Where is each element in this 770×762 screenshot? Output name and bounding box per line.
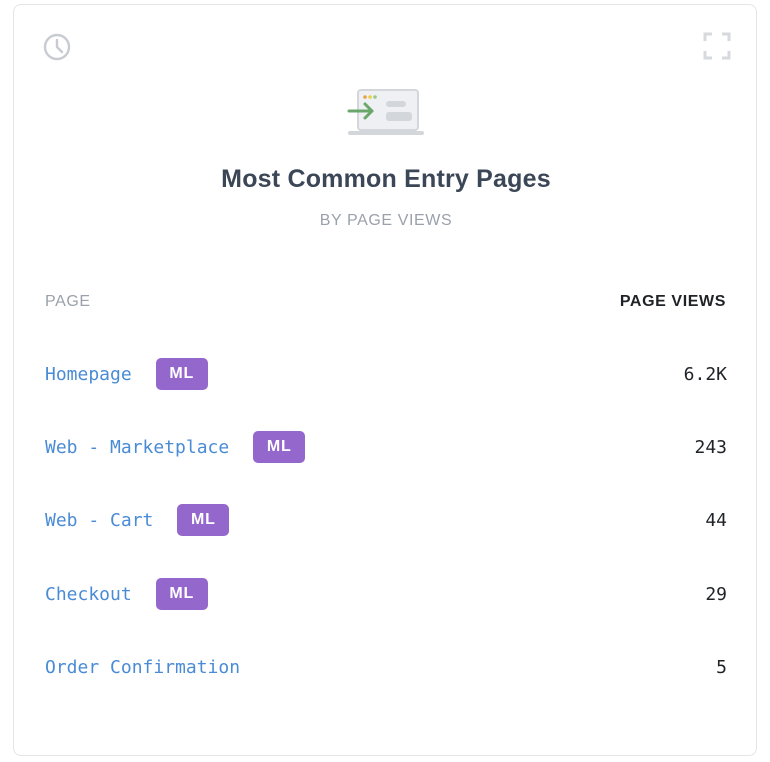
entry-pages-card: Most Common Entry Pages BY PAGE VIEWS PA… [13,4,757,756]
expand-button[interactable] [703,32,731,60]
column-header-page-views[interactable]: PAGE VIEWS [619,293,726,310]
table-row: Web - Cart ML 44 [45,503,727,537]
page-link-order-confirmation[interactable]: Order Confirmation [45,656,241,678]
page-views-value: 29 [705,583,727,605]
table-row: Homepage ML 6.2K [45,357,727,391]
table-row: Checkout ML 29 [45,577,727,611]
ml-badge: ML [177,504,230,536]
page-views-value: 5 [716,656,727,678]
card-subtitle: BY PAGE VIEWS [319,212,453,229]
page-link-web-marketplace[interactable]: Web - Marketplace [45,436,230,458]
ml-badge: ML [155,578,208,610]
clock-icon [43,33,71,61]
entry-page-icon [347,89,424,135]
page-link-checkout[interactable]: Checkout [45,583,132,605]
page-link-homepage[interactable]: Homepage [45,363,132,385]
page-link-web-cart[interactable]: Web - Cart [45,509,154,531]
table-row: Web - Marketplace ML 243 [45,430,727,464]
expand-icon [703,32,731,60]
ml-badge: ML [253,431,306,463]
page-views-value: 44 [705,509,727,531]
card-title: Most Common Entry Pages [221,165,551,193]
table-row: Order Confirmation 5 [45,650,727,684]
ml-badge: ML [155,358,208,390]
column-header-page: PAGE [45,293,91,310]
page-views-value: 6.2K [683,363,727,385]
page-views-value: 243 [694,436,727,458]
history-button[interactable] [42,32,72,62]
